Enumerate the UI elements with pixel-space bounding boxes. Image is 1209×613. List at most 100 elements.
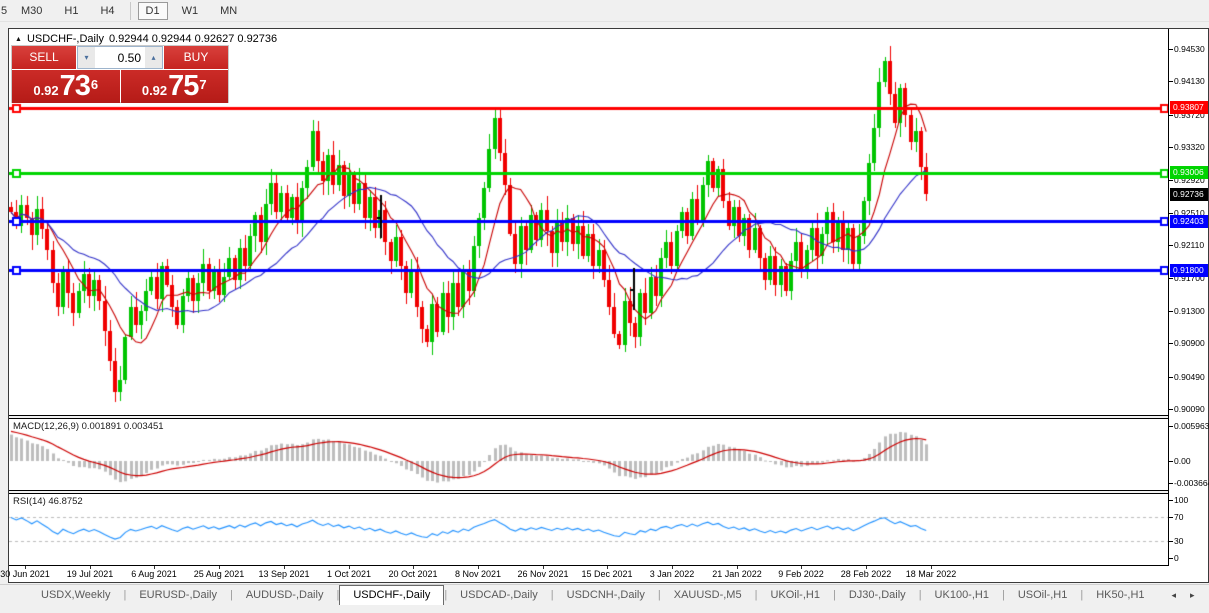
price-tick-label: 0.92510 xyxy=(1174,208,1205,218)
price-tick-label: 0.93720 xyxy=(1174,110,1205,120)
axis-tick-mark xyxy=(1169,49,1173,50)
timeframe-toolbar: 5 M30 H1 H4 D1 W1 MN xyxy=(0,0,1209,22)
axis-tick-mark xyxy=(1169,409,1173,410)
ask-prefix: 0.92 xyxy=(141,83,168,98)
bottom-tab-dj30-daily[interactable]: DJ30-,Daily xyxy=(848,589,906,601)
bottom-tab-hk50-h1[interactable]: HK50-,H1 xyxy=(1096,589,1145,601)
tab-separator: | xyxy=(550,589,554,601)
axis-tick-mark xyxy=(1169,377,1173,378)
macd-tick-label: -0.003664 xyxy=(1174,478,1209,488)
tab-separator: | xyxy=(444,589,448,601)
date-tick-label: 13 Sep 2021 xyxy=(258,569,310,579)
date-axis[interactable]: 30 Jun 2021 19 Jul 2021 6 Aug 2021 25 Aug 2… xyxy=(0,566,1208,582)
price-level-tag-red-resistance-level[interactable]: 0.93807 xyxy=(1170,101,1208,114)
rsi-indicator-canvas[interactable] xyxy=(9,494,1168,565)
date-tick-mark xyxy=(25,566,26,569)
bottom-tab-usdchf-daily[interactable]: USDCHF-,Daily xyxy=(339,585,445,605)
date-tick-mark xyxy=(607,566,608,569)
rsi-splitter[interactable] xyxy=(9,490,1208,494)
bottom-tab-usdcad-daily[interactable]: USDCAD-,Daily xyxy=(460,589,538,601)
axis-tick-mark xyxy=(1169,558,1173,559)
date-tick-mark xyxy=(478,566,479,569)
axis-tick-mark xyxy=(1169,81,1173,82)
buy-button[interactable]: BUY xyxy=(164,46,228,69)
macd-label: MACD(12,26,9) 0.001891 0.003451 xyxy=(13,421,164,432)
tab-separator: | xyxy=(832,589,836,601)
bottom-tab-usoil-h1[interactable]: USOil-,H1 xyxy=(1017,589,1068,601)
price-tick-label: 0.90900 xyxy=(1174,338,1205,348)
tab-scroll-nav: ◂ ▸ xyxy=(1172,585,1195,605)
tab-scroll-left-icon[interactable]: ◂ xyxy=(1171,589,1177,600)
tab-separator: | xyxy=(336,589,340,601)
tab-separator: | xyxy=(229,589,233,601)
axis-tick-mark xyxy=(1169,311,1173,312)
price-tick-label: 0.92920 xyxy=(1174,175,1205,185)
timeframe-button-h4[interactable]: H4 xyxy=(100,4,115,17)
macd-indicator-canvas[interactable] xyxy=(9,419,1168,490)
timeframe-button-w1[interactable]: W1 xyxy=(181,4,199,17)
chart-window: ▲ USDCHF-,Daily 0.92944 0.92944 0.92627 … xyxy=(0,28,1209,583)
rsi-bottom-border xyxy=(9,565,1208,566)
price-tick-label: 0.91300 xyxy=(1174,306,1205,316)
axis-tick-mark xyxy=(1169,147,1173,148)
bottom-tab-uk100-h1[interactable]: UK100-,H1 xyxy=(934,589,989,601)
date-tick-label: 19 Jul 2021 xyxy=(66,569,114,579)
bottom-tab-usdx-weekly[interactable]: USDX,Weekly xyxy=(41,589,111,601)
axis-tick-mark xyxy=(1169,461,1173,462)
price-level-tag-blue-level-lower[interactable]: 0.91800 xyxy=(1170,264,1208,277)
tab-separator: | xyxy=(918,589,922,601)
collapse-panel-icon[interactable]: ▲ xyxy=(15,35,22,43)
date-tick-mark xyxy=(543,566,544,569)
chart-title: ▲ USDCHF-,Daily 0.92944 0.92944 0.92627 … xyxy=(15,33,277,45)
tab-separator: | xyxy=(1080,589,1084,601)
ask-quote[interactable]: 0.92 75 7 xyxy=(120,70,228,103)
price-level-tag-blue-level-upper[interactable]: 0.92403 xyxy=(1170,215,1208,228)
price-level-tag-green-support-level[interactable]: 0.93006 xyxy=(1170,166,1208,179)
date-tick-label: 26 Nov 2021 xyxy=(517,569,569,579)
price-tick-label: 0.90090 xyxy=(1174,404,1205,414)
bottom-tab-usdcnh-daily[interactable]: USDCNH-,Daily xyxy=(566,589,645,601)
timeframe-button-h1[interactable]: H1 xyxy=(64,4,79,17)
date-tick-label: 18 Mar 2022 xyxy=(905,569,957,579)
price-axis[interactable]: 0.94530 0.94130 0.93720 0.93320 0.92920 0.925… xyxy=(1168,29,1209,566)
timeframe-button-5[interactable]: 5 xyxy=(1,4,8,17)
rsi-tick-label: 70 xyxy=(1174,512,1184,522)
sell-button[interactable]: SELL xyxy=(12,46,76,69)
date-tick-mark xyxy=(284,566,285,569)
date-tick-mark xyxy=(931,566,932,569)
date-tick-label: 20 Oct 2021 xyxy=(388,569,438,579)
axis-tick-mark xyxy=(1169,483,1173,484)
date-tick-label: 30 Jun 2021 xyxy=(0,569,50,579)
bottom-tab-xauusd-m5[interactable]: XAUUSD-,M5 xyxy=(673,589,742,601)
bottom-tab-eurusd-daily[interactable]: EURUSD-,Daily xyxy=(139,589,217,601)
timeframe-button-m30[interactable]: M30 xyxy=(21,4,43,17)
volume-increase-icon[interactable]: ▴ xyxy=(145,47,162,68)
tab-separator: | xyxy=(1001,589,1005,601)
price-tick-label: 0.94530 xyxy=(1174,44,1205,54)
axis-tick-mark xyxy=(1169,343,1173,344)
date-tick-mark xyxy=(672,566,673,569)
rsi-tick-label: 30 xyxy=(1174,536,1184,546)
date-tick-label: 3 Jan 2022 xyxy=(649,569,695,579)
ask-big-digits: 75 xyxy=(168,70,199,102)
axis-tick-mark xyxy=(1169,500,1173,501)
macd-tick-label: 0.00 xyxy=(1174,456,1191,466)
date-tick-mark xyxy=(154,566,155,569)
timeframe-button-d1[interactable]: D1 xyxy=(137,1,168,20)
axis-tick-mark xyxy=(1169,115,1173,116)
volume-input[interactable] xyxy=(95,47,145,68)
date-tick-label: 6 Aug 2021 xyxy=(131,569,177,579)
ask-pipette: 7 xyxy=(199,77,207,92)
date-tick-mark xyxy=(866,566,867,569)
date-tick-label: 9 Feb 2022 xyxy=(778,569,824,579)
bottom-tab-ukoil-h1[interactable]: UKOil-,H1 xyxy=(770,589,820,601)
one-click-trading-panel: SELL ▾ ▴ BUY 0.92 73 6 0.92 75 7 xyxy=(11,45,229,103)
rsi-tick-label: 100 xyxy=(1174,495,1189,505)
macd-splitter[interactable] xyxy=(9,415,1208,419)
bid-quote[interactable]: 0.92 73 6 xyxy=(12,70,120,103)
timeframe-button-mn[interactable]: MN xyxy=(220,4,238,17)
date-tick-mark xyxy=(801,566,802,569)
tab-scroll-right-icon[interactable]: ▸ xyxy=(1190,589,1195,600)
volume-decrease-icon[interactable]: ▾ xyxy=(78,47,95,68)
bottom-tab-audusd-daily[interactable]: AUDUSD-,Daily xyxy=(245,589,324,601)
